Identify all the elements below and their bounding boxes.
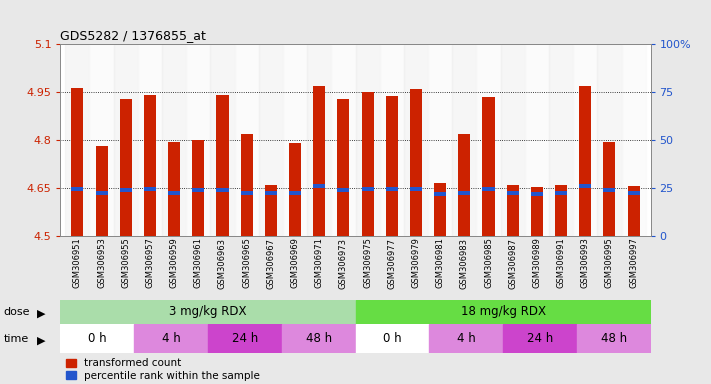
Bar	[208, 324, 282, 353]
Bar	[192, 188, 204, 192]
Bar	[573, 44, 597, 236]
Bar	[331, 44, 356, 236]
Text: 0 h: 0 h	[88, 333, 107, 345]
Bar	[434, 184, 447, 236]
Text: 4 h: 4 h	[456, 333, 476, 345]
Bar	[138, 44, 162, 236]
Text: 3 mg/kg RDX: 3 mg/kg RDX	[169, 306, 247, 318]
Bar	[283, 44, 307, 236]
Legend: transformed count, percentile rank within the sample: transformed count, percentile rank withi…	[65, 359, 260, 381]
Bar	[95, 191, 107, 195]
Bar	[114, 44, 138, 236]
Bar	[577, 324, 651, 353]
Bar	[71, 88, 83, 236]
Bar	[289, 143, 301, 236]
Bar	[356, 324, 429, 353]
Bar	[168, 142, 180, 236]
Bar	[186, 44, 210, 236]
Bar	[549, 44, 573, 236]
Bar	[240, 134, 252, 236]
Bar	[476, 44, 501, 236]
Bar	[501, 44, 525, 236]
Text: 48 h: 48 h	[306, 333, 331, 345]
Text: 0 h: 0 h	[383, 333, 402, 345]
Bar	[168, 190, 180, 195]
Bar	[410, 89, 422, 236]
Bar	[65, 44, 90, 236]
Bar	[90, 44, 114, 236]
Bar	[604, 188, 616, 192]
Bar	[240, 190, 252, 195]
Text: ▶: ▶	[37, 309, 46, 319]
Bar	[313, 86, 325, 236]
Bar	[60, 324, 134, 353]
Bar	[282, 324, 356, 353]
Bar	[628, 190, 640, 195]
Bar	[507, 190, 519, 195]
Bar	[386, 96, 398, 236]
Bar	[259, 44, 283, 236]
Text: 48 h: 48 h	[601, 333, 626, 345]
Bar	[192, 140, 204, 236]
Bar	[597, 44, 621, 236]
Bar	[235, 44, 259, 236]
Text: ▶: ▶	[37, 336, 46, 346]
Bar	[337, 99, 349, 236]
Bar	[313, 184, 325, 188]
Bar	[459, 190, 471, 195]
Bar	[289, 190, 301, 195]
Bar	[162, 44, 186, 236]
Bar	[386, 187, 398, 191]
Bar	[434, 192, 447, 196]
Text: 24 h: 24 h	[232, 333, 258, 345]
Bar	[628, 186, 640, 236]
Text: dose: dose	[4, 307, 30, 317]
Bar	[531, 187, 543, 236]
Bar	[216, 188, 228, 192]
Bar	[356, 44, 380, 236]
Bar	[452, 44, 476, 236]
Bar	[264, 190, 277, 195]
Bar	[507, 185, 519, 236]
Bar	[134, 324, 208, 353]
Bar	[621, 44, 646, 236]
Bar	[362, 187, 374, 191]
Bar	[555, 185, 567, 236]
Bar	[503, 324, 577, 353]
Bar	[429, 324, 503, 353]
Bar	[95, 146, 107, 236]
Text: 24 h: 24 h	[527, 333, 553, 345]
Bar	[525, 44, 549, 236]
Bar	[264, 185, 277, 236]
Bar	[531, 192, 543, 196]
Text: time: time	[4, 334, 29, 344]
Text: GDS5282 / 1376855_at: GDS5282 / 1376855_at	[60, 28, 206, 41]
Bar	[71, 187, 83, 191]
Bar	[337, 188, 349, 192]
Bar	[307, 44, 331, 236]
Bar	[144, 95, 156, 236]
Text: 18 mg/kg RDX: 18 mg/kg RDX	[461, 306, 545, 318]
Bar	[210, 44, 235, 236]
Bar	[579, 86, 592, 236]
Bar	[459, 134, 471, 236]
Bar	[216, 95, 228, 236]
Bar	[144, 187, 156, 191]
Text: 4 h: 4 h	[161, 333, 181, 345]
Bar	[604, 142, 616, 236]
Bar	[60, 300, 356, 324]
Bar	[555, 190, 567, 195]
Bar	[119, 188, 132, 192]
Bar	[579, 184, 592, 188]
Bar	[356, 300, 651, 324]
Bar	[483, 97, 495, 236]
Bar	[404, 44, 428, 236]
Bar	[483, 187, 495, 191]
Bar	[119, 99, 132, 236]
Bar	[380, 44, 404, 236]
Bar	[410, 187, 422, 191]
Bar	[362, 92, 374, 236]
Bar	[428, 44, 452, 236]
